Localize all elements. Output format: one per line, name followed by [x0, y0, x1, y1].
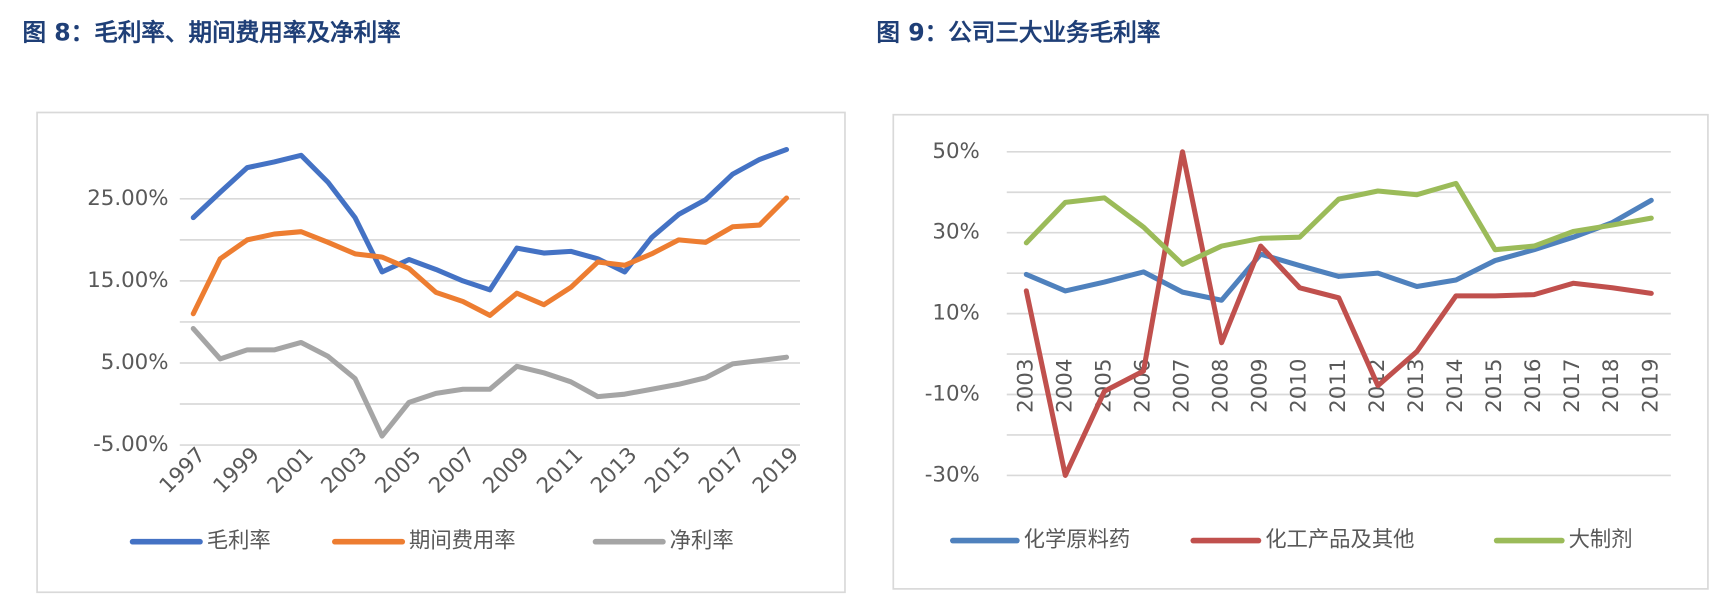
- x-tick-label: 2003: [1013, 359, 1038, 413]
- chart-title: 图 8：毛利率、期间费用率及净利率: [22, 18, 400, 46]
- y-tick-label: 5.00%: [101, 350, 169, 375]
- series-line: [190, 326, 790, 439]
- x-tick-label: 2009: [1248, 359, 1273, 413]
- y-tick-label: 25.00%: [87, 186, 168, 211]
- legend-label: 净利率: [670, 529, 734, 554]
- x-tick-label: 2013: [1404, 359, 1429, 413]
- series-line: [1023, 180, 1654, 267]
- y-tick-label: 15.00%: [87, 268, 168, 293]
- x-tick-label: 2016: [1521, 359, 1546, 413]
- y-tick-label: 50%: [932, 139, 979, 164]
- x-tick-label: 2015: [1482, 359, 1507, 413]
- x-tick-label: 2004: [1052, 359, 1077, 413]
- y-tick-label: -10%: [925, 382, 980, 407]
- legend-label: 大制剂: [1569, 528, 1633, 553]
- series-line: [1023, 149, 1654, 478]
- y-tick-label: -30%: [925, 462, 980, 487]
- chart-title: 图 9：公司三大业务毛利率: [876, 18, 1160, 46]
- series-line: [190, 195, 790, 318]
- series-line: [190, 147, 790, 293]
- legend-label: 期间费用率: [409, 529, 516, 554]
- x-tick-label: 2014: [1443, 359, 1468, 413]
- x-tick-label: 2018: [1599, 359, 1624, 413]
- x-tick-label: 2007: [1170, 359, 1195, 413]
- series-line: [1023, 197, 1654, 303]
- x-tick-label: 2008: [1209, 359, 1234, 413]
- legend-label: 化工产品及其他: [1265, 528, 1414, 553]
- x-tick-label: 2019: [1638, 359, 1663, 413]
- chart-frame: [892, 113, 1709, 590]
- x-tick-label: 2017: [1560, 359, 1585, 413]
- legend-label: 化学原料药: [1024, 528, 1131, 553]
- legend-label: 毛利率: [207, 529, 271, 554]
- y-tick-label: -5.00%: [93, 432, 168, 457]
- x-tick-label: 2010: [1287, 359, 1312, 413]
- x-tick-label: 2011: [1326, 359, 1351, 413]
- y-tick-label: 10%: [932, 301, 979, 326]
- y-tick-label: 30%: [932, 220, 979, 245]
